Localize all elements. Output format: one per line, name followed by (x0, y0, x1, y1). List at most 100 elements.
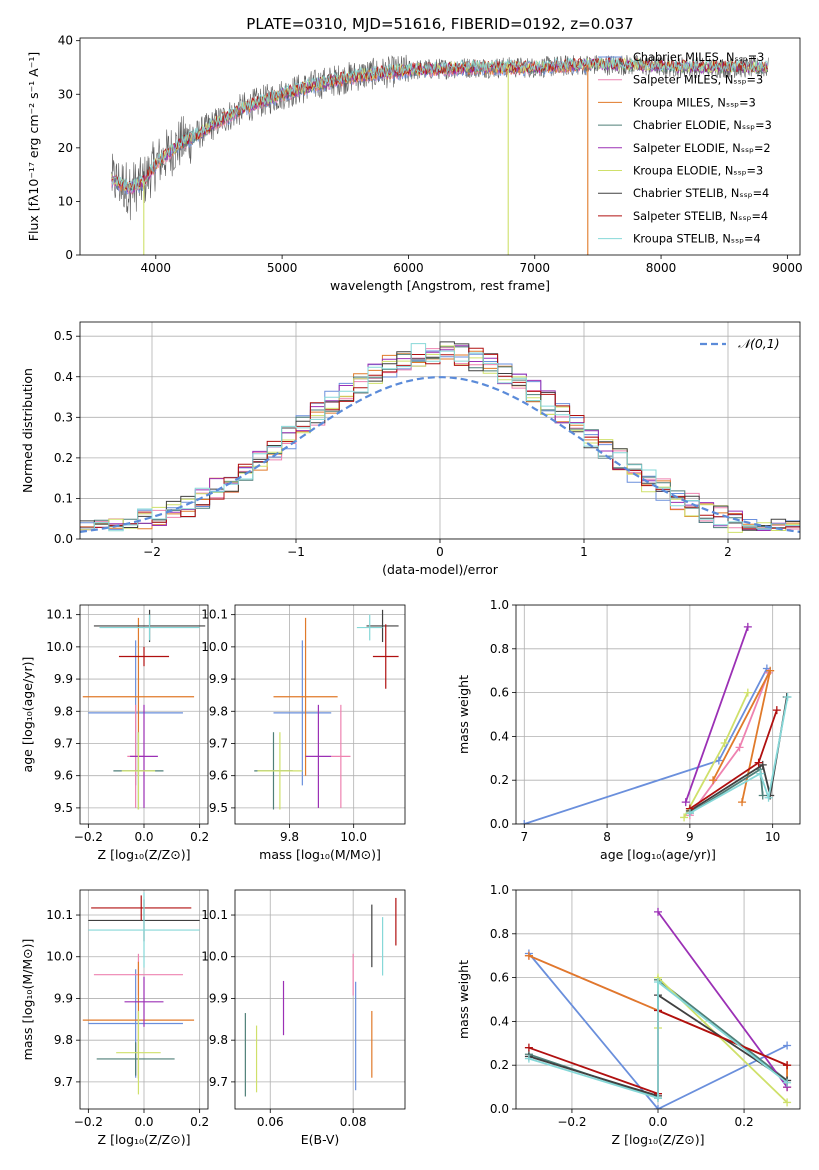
age_vs_Z-frame (79, 604, 209, 825)
legend-label: Chabrier MILES, Nₛₛₚ=3 (633, 51, 764, 64)
y-tick-label: 9.7 (54, 736, 73, 750)
y-tick-label: 9.8 (209, 704, 228, 718)
y-tick-label: 0.4 (490, 729, 509, 743)
residuals-panel: −2 −1 0 1 2 0.0 0.1 0.2 0.3 0.4 0.5 (data-model)/er… (20, 321, 801, 577)
spectrum-frame (79, 37, 801, 256)
y-tick-label: 0.0 (490, 1102, 509, 1116)
weight-marker-kroupa_stelib (654, 1094, 662, 1103)
y-tick-label: 0.3 (54, 410, 73, 424)
x-axis-label: Z [log₁₀(Z/Z⊙)] (612, 1132, 705, 1147)
y-tick-label: 10.0 (201, 640, 228, 654)
x-tick-label: 0.0 (648, 1115, 667, 1129)
y-tick-label: 1.0 (490, 883, 509, 897)
weight-line-kroupa_stelib (528, 980, 788, 1100)
weight-marker-kroupa_miles (738, 798, 747, 807)
x-tick-label: 6000 (393, 261, 424, 275)
y-tick-label: 9.8 (54, 1033, 73, 1047)
mass_vs_Z-frame (79, 889, 209, 1110)
x-tick-label: −0.2 (557, 1115, 586, 1129)
y-axis-label: mass weight (456, 675, 471, 754)
y-tick-label: 10.0 (46, 640, 73, 654)
mass_weight_vs_Z-frame (515, 889, 801, 1110)
legend-label: Chabrier STELIB, Nₛₛₚ=4 (633, 187, 769, 200)
y-tick-label: 10.0 (46, 950, 73, 964)
x-tick-label: −2 (143, 545, 161, 559)
x-tick-label: −1 (287, 545, 305, 559)
chart-title: PLATE=0310, MJD=51616, FIBERID=0192, z=0… (246, 15, 633, 33)
y-tick-label: 9.6 (209, 769, 228, 783)
y-tick-label: 9.8 (209, 1033, 228, 1047)
age_vs_Z-panel: −0.2 0.0 0.2 9.5 9.6 9.7 9.8 9.9 10.0 10.1 Z [log₁… (20, 604, 209, 862)
x-tick-label: 7 (520, 830, 528, 844)
weight-line-salpeter_miles (689, 672, 770, 816)
x-tick-label: 2 (724, 545, 732, 559)
y-tick-label: 0.6 (490, 686, 509, 700)
y-tick-label: 0.0 (54, 532, 73, 546)
y-tick-label: 10.1 (46, 908, 73, 922)
y-tick-label: 0.0 (490, 817, 509, 831)
y-tick-label: 9.9 (54, 991, 73, 1005)
age_vs_mass-frame (234, 604, 406, 825)
y-axis-label: Normed distribution (20, 368, 35, 493)
y-tick-label: 9.8 (54, 704, 73, 718)
y-tick-label: 10.1 (201, 908, 228, 922)
legend-label: Salpeter MILES, Nₛₛₚ=3 (633, 74, 763, 87)
weight-line-kroupa_stelib (689, 696, 789, 814)
y-tick-label: 0.5 (54, 329, 73, 343)
legend-label: Salpeter ELODIE, Nₛₛₚ=2 (633, 142, 771, 155)
y-tick-label: 9.7 (54, 1075, 73, 1089)
model-spectrum-salpeter_stelib (111, 56, 768, 191)
x-tick-label: 5000 (267, 261, 298, 275)
y-tick-label: 0.6 (490, 971, 509, 985)
y-tick-label: 0.8 (490, 927, 509, 941)
weight-marker-salpeter_elodie (654, 907, 662, 916)
weight-marker-salpeter_elodie (681, 798, 690, 807)
y-tick-label: 9.9 (209, 672, 228, 686)
legend-label: Chabrier ELODIE, Nₛₛₚ=3 (633, 119, 772, 132)
weight-marker-kroupa_miles (524, 951, 533, 960)
mass_vs_Z-plot-area (80, 890, 208, 1109)
x-tick-label: −0.2 (74, 1115, 103, 1129)
y-tick-label: 30 (58, 87, 73, 101)
x-tick-label: 0.06 (257, 1115, 284, 1129)
y-tick-label: 10.0 (201, 950, 228, 964)
y-tick-label: 1.0 (490, 598, 509, 612)
weight-marker-salpeter_stelib (772, 706, 781, 715)
weight-marker-chabrier_miles (714, 756, 723, 765)
x-axis-label: wavelength [Angstrom, rest frame] (330, 278, 550, 293)
x-tick-label: 9000 (772, 261, 803, 275)
x-tick-label: 1 (580, 545, 588, 559)
legend-label: Kroupa STELIB, Nₛₛₚ=4 (633, 233, 761, 246)
y-tick-label: 10 (58, 194, 73, 208)
y-tick-label: 0.2 (490, 1058, 509, 1072)
legend-label: Kroupa ELODIE, Nₛₛₚ=3 (633, 165, 763, 178)
x-tick-label: 0.2 (190, 830, 209, 844)
y-axis-label: mass [log₁₀(M/M⊙)] (20, 939, 35, 1061)
x-axis-label: Z [log₁₀(Z/Z⊙)] (98, 847, 191, 862)
weight-line-salpeter_elodie (684, 626, 749, 803)
weight-line-chabrier_miles (528, 952, 788, 1109)
mass_vs_EBV-plot-area (235, 890, 405, 1109)
mass_vs_EBV-panel: 0.06 0.08 9.7 9.8 9.9 10.0 10.1 E(B-V) (201, 889, 406, 1147)
mass_weight_vs_age-panel: 7 8 9 10 0.0 0.2 0.4 0.6 0.8 1.0 age [log₁₀(age/yr… (456, 598, 801, 862)
mass_weight_vs_age-plot-area (516, 605, 800, 824)
weight-marker-kroupa_elodie (720, 738, 729, 747)
y-tick-label: 10.1 (201, 608, 228, 622)
x-tick-label: 0.2 (190, 1115, 209, 1129)
y-tick-label: 0.2 (490, 773, 509, 787)
spectrum-plot-area (111, 54, 769, 255)
histogram-kroupa_stelib (80, 343, 800, 532)
weight-marker-chabrier_stelib (758, 760, 767, 769)
y-tick-label: 40 (58, 34, 73, 48)
spectrum-panel: 4000 5000 6000 7000 8000 9000 0 10 20 30 40 wavelen… (26, 15, 803, 293)
weight-marker-kroupa_miles (766, 666, 775, 675)
legend-label: Kroupa MILES, Nₛₛₚ=3 (633, 96, 756, 109)
weight-marker-kroupa_stelib (654, 977, 662, 986)
mass_weight_vs_Z-plot-area (516, 890, 800, 1109)
age_vs_mass-plot-area (235, 605, 405, 824)
weight-marker-salpeter_elodie (743, 622, 752, 631)
mass_vs_Z-panel: −0.2 0.0 0.2 9.7 9.8 9.9 10.0 10.1 Z [log₁₀(Z/Z⊙… (20, 889, 209, 1147)
weight-line-salpeter_elodie (657, 911, 788, 1088)
x-tick-label: 0.08 (340, 1115, 367, 1129)
